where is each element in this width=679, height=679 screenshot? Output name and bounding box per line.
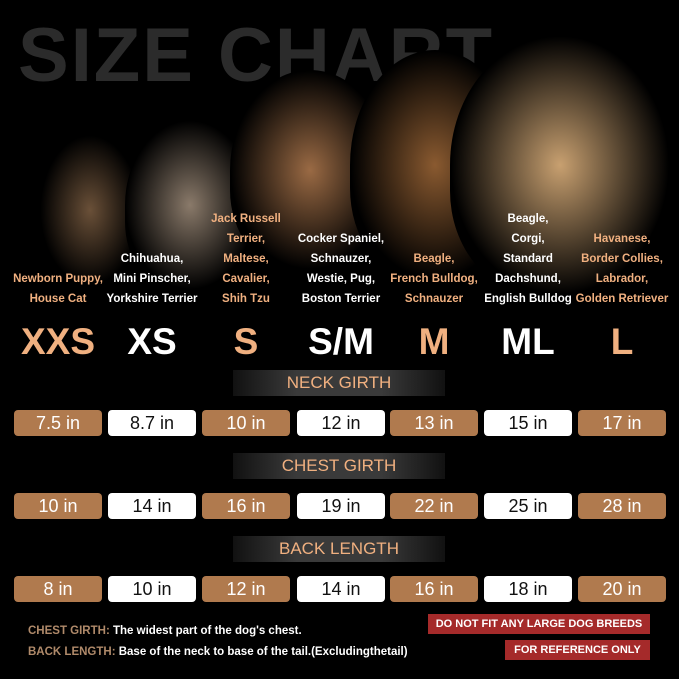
warning-badge: DO NOT FIT ANY LARGE DOG BREEDS	[428, 614, 650, 634]
measurement-header: CHEST GIRTH	[233, 453, 445, 479]
breed-name: Mini Pinscher,	[113, 273, 191, 285]
breed-name: Boston Terrier	[301, 293, 381, 305]
breed-name: Chihuahua,	[120, 253, 184, 265]
note: CHEST GIRTH: The widest part of the dog'…	[28, 625, 302, 637]
breed-list: Chihuahua, Mini Pinscher, Yorkshire Terrie…	[104, 249, 200, 309]
measurement-value: 14 in	[297, 576, 385, 602]
measurement-value: 17 in	[578, 410, 666, 436]
measurement-value: 25 in	[484, 493, 572, 519]
note: BACK LENGTH: Base of the neck to base of…	[28, 646, 408, 658]
breed-name: Havanese,	[593, 233, 651, 245]
size-label: S	[233, 321, 259, 362]
measurement-value: 22 in	[390, 493, 478, 519]
breed-name: Standard Dachshund,	[495, 253, 561, 285]
breed-name: Shih Tzu	[222, 293, 270, 305]
note-text: Base of the neck to base of the tail.(Ex…	[118, 646, 408, 658]
breed-name: French Bulldog,	[390, 273, 478, 285]
breed-name: Corgi,	[511, 233, 545, 245]
breed-list: Beagle, Corgi, Standard Dachshund, English …	[480, 209, 576, 309]
breed-name: Westie, Pug,	[306, 273, 376, 285]
breed-name: English Bulldog	[484, 293, 572, 305]
measurement-value: 12 in	[202, 576, 290, 602]
measurement-value: 16 in	[202, 493, 290, 519]
size-label: M	[418, 321, 450, 362]
measurement-value: 20 in	[578, 576, 666, 602]
breed-name: Labrador,	[595, 273, 649, 285]
breed-list: Havanese, Border Collies, Labrador, Golden …	[574, 229, 670, 309]
measurement-value: 12 in	[297, 410, 385, 436]
breed-name: Newborn Puppy,	[13, 273, 103, 285]
measurement-value: 7.5 in	[14, 410, 102, 436]
breed-name: Golden Retriever	[575, 293, 669, 305]
breed-name: Border Collies,	[581, 253, 663, 265]
size-label: XXS	[20, 321, 96, 362]
breed-name: House Cat	[29, 293, 87, 305]
measurement-value: 15 in	[484, 410, 572, 436]
measurement-value: 10 in	[202, 410, 290, 436]
breed-name: Jack Russell Terrier,	[211, 213, 281, 245]
breed-list: Jack Russell Terrier, Maltese, Cavalier, Sh…	[198, 209, 294, 309]
measurement-value: 28 in	[578, 493, 666, 519]
measurement-value: 16 in	[390, 576, 478, 602]
breed-name: Beagle,	[507, 213, 549, 225]
note-key: CHEST GIRTH:	[28, 625, 110, 637]
breed-list: Beagle, French Bulldog, Schnauzer	[386, 249, 482, 309]
size-label: ML	[501, 321, 555, 362]
breed-name: Cavalier,	[222, 273, 270, 285]
size-label: L	[610, 321, 634, 362]
size-label: XS	[127, 321, 177, 362]
warning-badge: FOR REFERENCE ONLY	[505, 640, 650, 660]
breed-name: Maltese,	[223, 253, 269, 265]
breed-name: Yorkshire Terrier	[106, 293, 198, 305]
measurement-value: 8 in	[14, 576, 102, 602]
measurement-value: 19 in	[297, 493, 385, 519]
measurement-header: BACK LENGTH	[233, 536, 445, 562]
breed-name: Schnauzer,	[310, 253, 372, 265]
measurement-value: 10 in	[14, 493, 102, 519]
note-key: BACK LENGTH:	[28, 646, 116, 658]
measurement-value: 8.7 in	[108, 410, 196, 436]
measurement-value: 14 in	[108, 493, 196, 519]
size-label: S/M	[308, 321, 374, 362]
breed-list: Newborn Puppy, House Cat	[10, 269, 106, 309]
measurement-value: 10 in	[108, 576, 196, 602]
breed-name: Cocker Spaniel,	[297, 233, 385, 245]
breed-list: Cocker Spaniel, Schnauzer, Westie, Pug, Bos…	[293, 229, 389, 309]
breed-name: Beagle,	[413, 253, 455, 265]
measurement-value: 18 in	[484, 576, 572, 602]
measurement-value: 13 in	[390, 410, 478, 436]
note-text: The widest part of the dog's chest.	[112, 625, 302, 637]
measurement-header: NECK GIRTH	[233, 370, 445, 396]
breed-name: Schnauzer	[404, 293, 464, 305]
